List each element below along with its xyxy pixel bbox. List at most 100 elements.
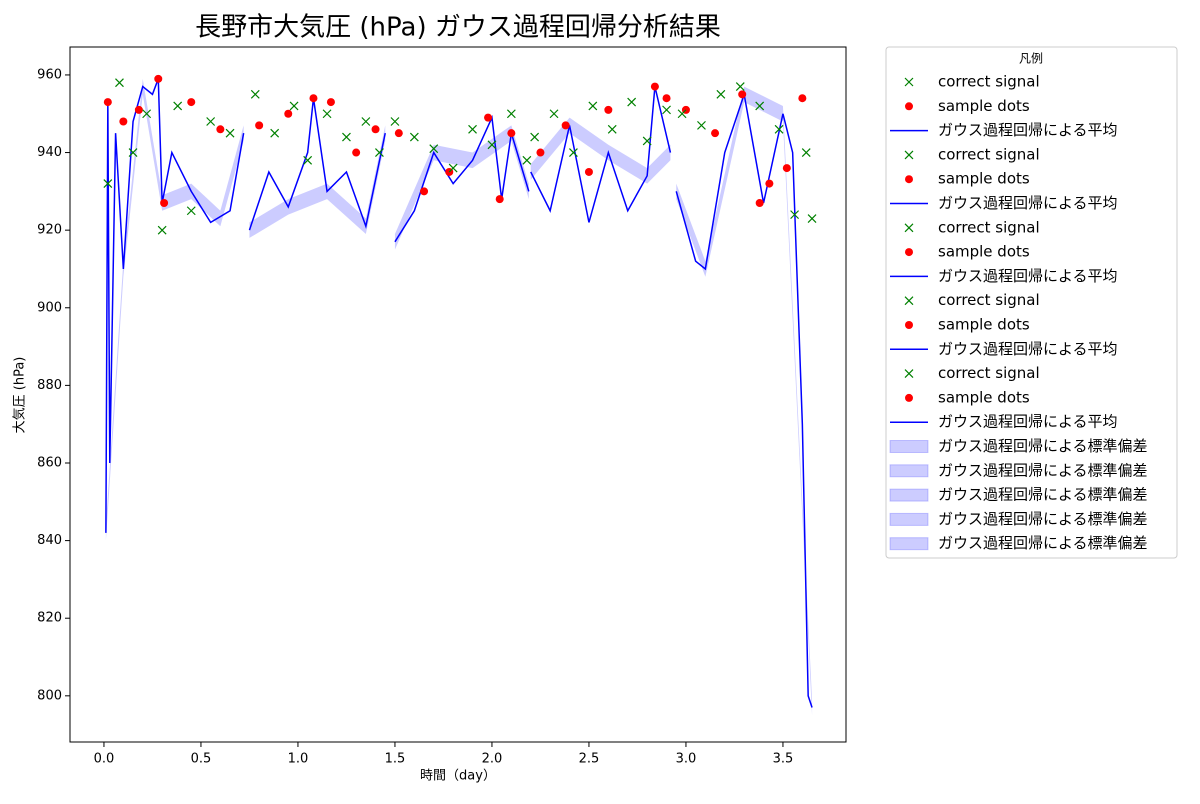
signal-marker [487, 140, 497, 150]
legend-marker [889, 537, 929, 551]
legend-label: ガウス過程回帰による標準偏差 [938, 461, 1148, 479]
signal-marker [588, 101, 598, 111]
x-tick-label: 0.0 [94, 752, 115, 767]
sample-dot [134, 105, 143, 114]
legend-label: ガウス過程回帰による標準偏差 [938, 534, 1148, 552]
sample-dot [738, 90, 747, 99]
sample-dot [255, 121, 264, 130]
signal-marker [303, 155, 313, 165]
x-tick-label: 2.5 [579, 752, 600, 767]
signal-marker [225, 128, 235, 138]
signal-marker [128, 148, 138, 157]
legend-marker [904, 150, 914, 160]
signal-marker [549, 109, 559, 119]
signal-marker [506, 109, 516, 119]
y-tick-label: 880 [37, 378, 62, 393]
sample-dot [187, 98, 196, 107]
legend-label: ガウス過程回帰による標準偏差 [938, 510, 1148, 528]
signal-marker [173, 101, 183, 111]
sample-dot [154, 74, 163, 83]
chart-title: 長野市大気圧 (hPa) ガウス過程回帰分析結果 [195, 13, 721, 43]
sample-dot [216, 125, 225, 134]
legend-marker [904, 77, 914, 87]
sample-dot [103, 98, 112, 107]
sample-dot [160, 198, 169, 207]
legend-marker [889, 464, 929, 478]
sample-dot [119, 117, 128, 126]
plot-frame [69, 46, 847, 743]
legend-marker [904, 296, 914, 306]
legend-marker [889, 440, 929, 453]
signal-marker [429, 144, 439, 154]
signal-marker [250, 89, 260, 99]
y-tick-label: 960 [37, 67, 62, 82]
signal-marker [677, 109, 687, 119]
legend-label: ガウス過程回帰による平均 [938, 340, 1118, 358]
legend-label: correct signal [938, 145, 1040, 163]
y-axis-label: 大気圧 (hPa) [12, 357, 28, 434]
signal-marker [103, 179, 113, 189]
signal-marker [142, 109, 152, 119]
sample-dot [536, 148, 545, 157]
signal-marker [522, 155, 532, 165]
signal-marker [448, 163, 458, 173]
legend-label: sample dots [938, 388, 1030, 406]
signal-marker [375, 148, 384, 157]
y-tick-label: 900 [37, 300, 62, 315]
mean-line [105, 78, 245, 533]
legend-marker [905, 393, 913, 402]
signal-marker [157, 225, 167, 235]
signal-marker [716, 89, 726, 99]
legend-marker [904, 223, 914, 233]
legend-box [885, 46, 1178, 559]
sample-dot [309, 94, 318, 103]
x-tick-label: 0.5 [191, 752, 212, 767]
sample-dot [507, 129, 516, 138]
legend-label: ガウス過程回帰による標準偏差 [938, 437, 1148, 455]
signal-marker [289, 101, 299, 111]
y-tick-label: 860 [37, 455, 62, 470]
x-tick-label: 3.0 [676, 752, 697, 767]
signal-marker [468, 124, 477, 134]
legend-label: ガウス過程回帰による平均 [938, 413, 1118, 431]
legend-marker [889, 488, 929, 502]
y-tick-label: 940 [37, 145, 62, 160]
sample-dot [755, 198, 764, 207]
sample-dot [284, 109, 293, 118]
signal-marker [662, 105, 671, 115]
sample-dot [352, 148, 361, 157]
legend-label: sample dots [938, 243, 1030, 261]
signal-marker [270, 128, 280, 138]
legend-marker [905, 248, 913, 257]
legend-label: sample dots [938, 97, 1030, 115]
signal-marker [642, 136, 652, 146]
x-axis-label: 時間（day） [420, 769, 496, 784]
legend-marker [904, 369, 914, 379]
sample-dot [584, 167, 593, 176]
legend-label: correct signal [938, 364, 1040, 382]
signal-marker [530, 132, 540, 142]
legend-label: ガウス過程回帰による平均 [938, 194, 1118, 212]
signal-marker [735, 82, 745, 92]
sample-dot [484, 113, 493, 122]
std-band [530, 117, 671, 184]
legend-label: ガウス過程回帰による平均 [938, 121, 1118, 139]
legend-title: 凡例 [1019, 52, 1043, 66]
signal-marker [790, 210, 800, 220]
signal-marker [807, 214, 817, 223]
sample-dot [798, 94, 807, 103]
std-band [249, 125, 386, 238]
signal-marker [390, 117, 400, 126]
signal-marker [361, 117, 371, 126]
signal-marker [607, 124, 617, 134]
legend-label: correct signal [938, 291, 1040, 309]
legend-marker [889, 512, 929, 526]
signal-marker [801, 148, 811, 157]
x-tick-label: 3.5 [773, 752, 794, 767]
sample-dot [650, 82, 659, 91]
sample-dot [495, 195, 504, 204]
legend-label: sample dots [938, 170, 1030, 188]
legend-label: ガウス過程回帰による平均 [938, 267, 1118, 285]
x-tick-label: 2.0 [482, 752, 503, 767]
sample-dot [711, 129, 720, 138]
